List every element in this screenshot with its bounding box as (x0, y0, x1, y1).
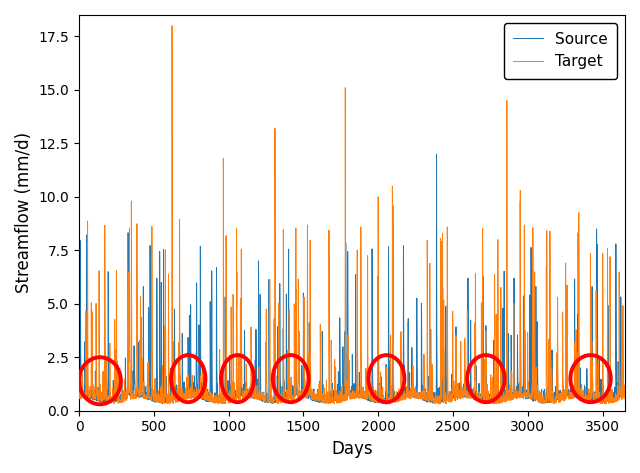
Source (268, 399, 276, 405)
Source (493, 396, 501, 402)
Line: Source: Source (79, 154, 625, 403)
Y-axis label: Streamflow (mm/d): Streamflow (mm/d) (15, 132, 33, 293)
Target (493, 394, 500, 400)
Target (140, 388, 147, 394)
Target (621, 396, 628, 402)
Legend: Source, Target: Source, Target (504, 23, 618, 79)
Source (102, 400, 110, 406)
Source (223, 396, 230, 402)
Source (75, 388, 83, 394)
Target (75, 394, 83, 400)
Target (168, 23, 176, 28)
Source (282, 392, 290, 397)
Target (268, 401, 276, 406)
Source (196, 307, 204, 313)
Target (602, 401, 609, 407)
Line: Target: Target (79, 26, 625, 404)
Target (196, 373, 204, 379)
Source (433, 151, 440, 157)
Source (621, 391, 628, 396)
X-axis label: Days: Days (332, 440, 373, 458)
Source (140, 362, 147, 368)
Target (282, 395, 290, 401)
Target (223, 376, 230, 381)
